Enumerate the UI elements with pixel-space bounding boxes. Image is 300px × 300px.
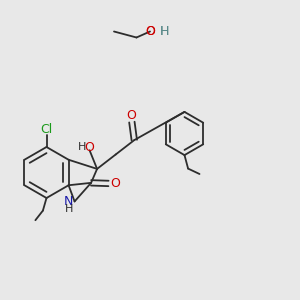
Text: H: H [65,204,74,214]
Text: O: O [146,25,155,38]
Text: O: O [126,109,136,122]
Text: Cl: Cl [40,123,52,136]
Text: N: N [64,195,74,208]
Text: O: O [110,177,120,190]
Text: O: O [145,25,155,38]
Text: O: O [84,141,94,154]
Text: H: H [160,25,169,38]
Text: H: H [160,25,169,38]
Text: H: H [78,142,87,152]
